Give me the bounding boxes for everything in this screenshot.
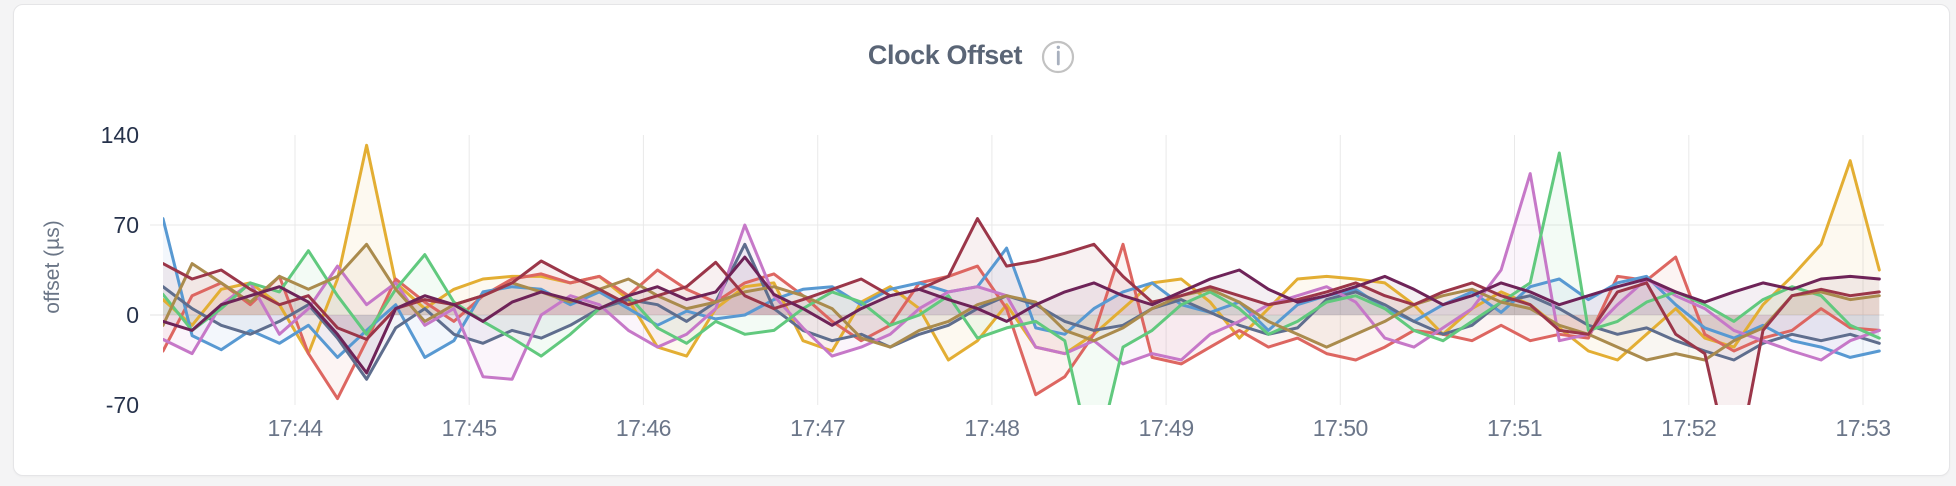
svg-text:17:52: 17:52: [1661, 415, 1716, 441]
svg-text:offset (µs): offset (µs): [41, 220, 64, 313]
svg-text:17:45: 17:45: [442, 415, 497, 441]
svg-text:17:46: 17:46: [616, 415, 671, 441]
svg-text:70: 70: [113, 212, 139, 238]
svg-text:17:47: 17:47: [790, 415, 845, 441]
svg-text:17:44: 17:44: [267, 415, 323, 441]
svg-text:-70: -70: [106, 392, 139, 418]
svg-text:17:49: 17:49: [1139, 415, 1194, 441]
svg-text:17:53: 17:53: [1835, 415, 1890, 441]
svg-text:Clock Offset: Clock Offset: [868, 40, 1023, 70]
svg-text:140: 140: [101, 122, 139, 148]
svg-text:17:51: 17:51: [1487, 415, 1542, 441]
svg-text:17:50: 17:50: [1313, 415, 1368, 441]
svg-text:0: 0: [126, 302, 139, 328]
svg-text:17:48: 17:48: [964, 415, 1019, 441]
